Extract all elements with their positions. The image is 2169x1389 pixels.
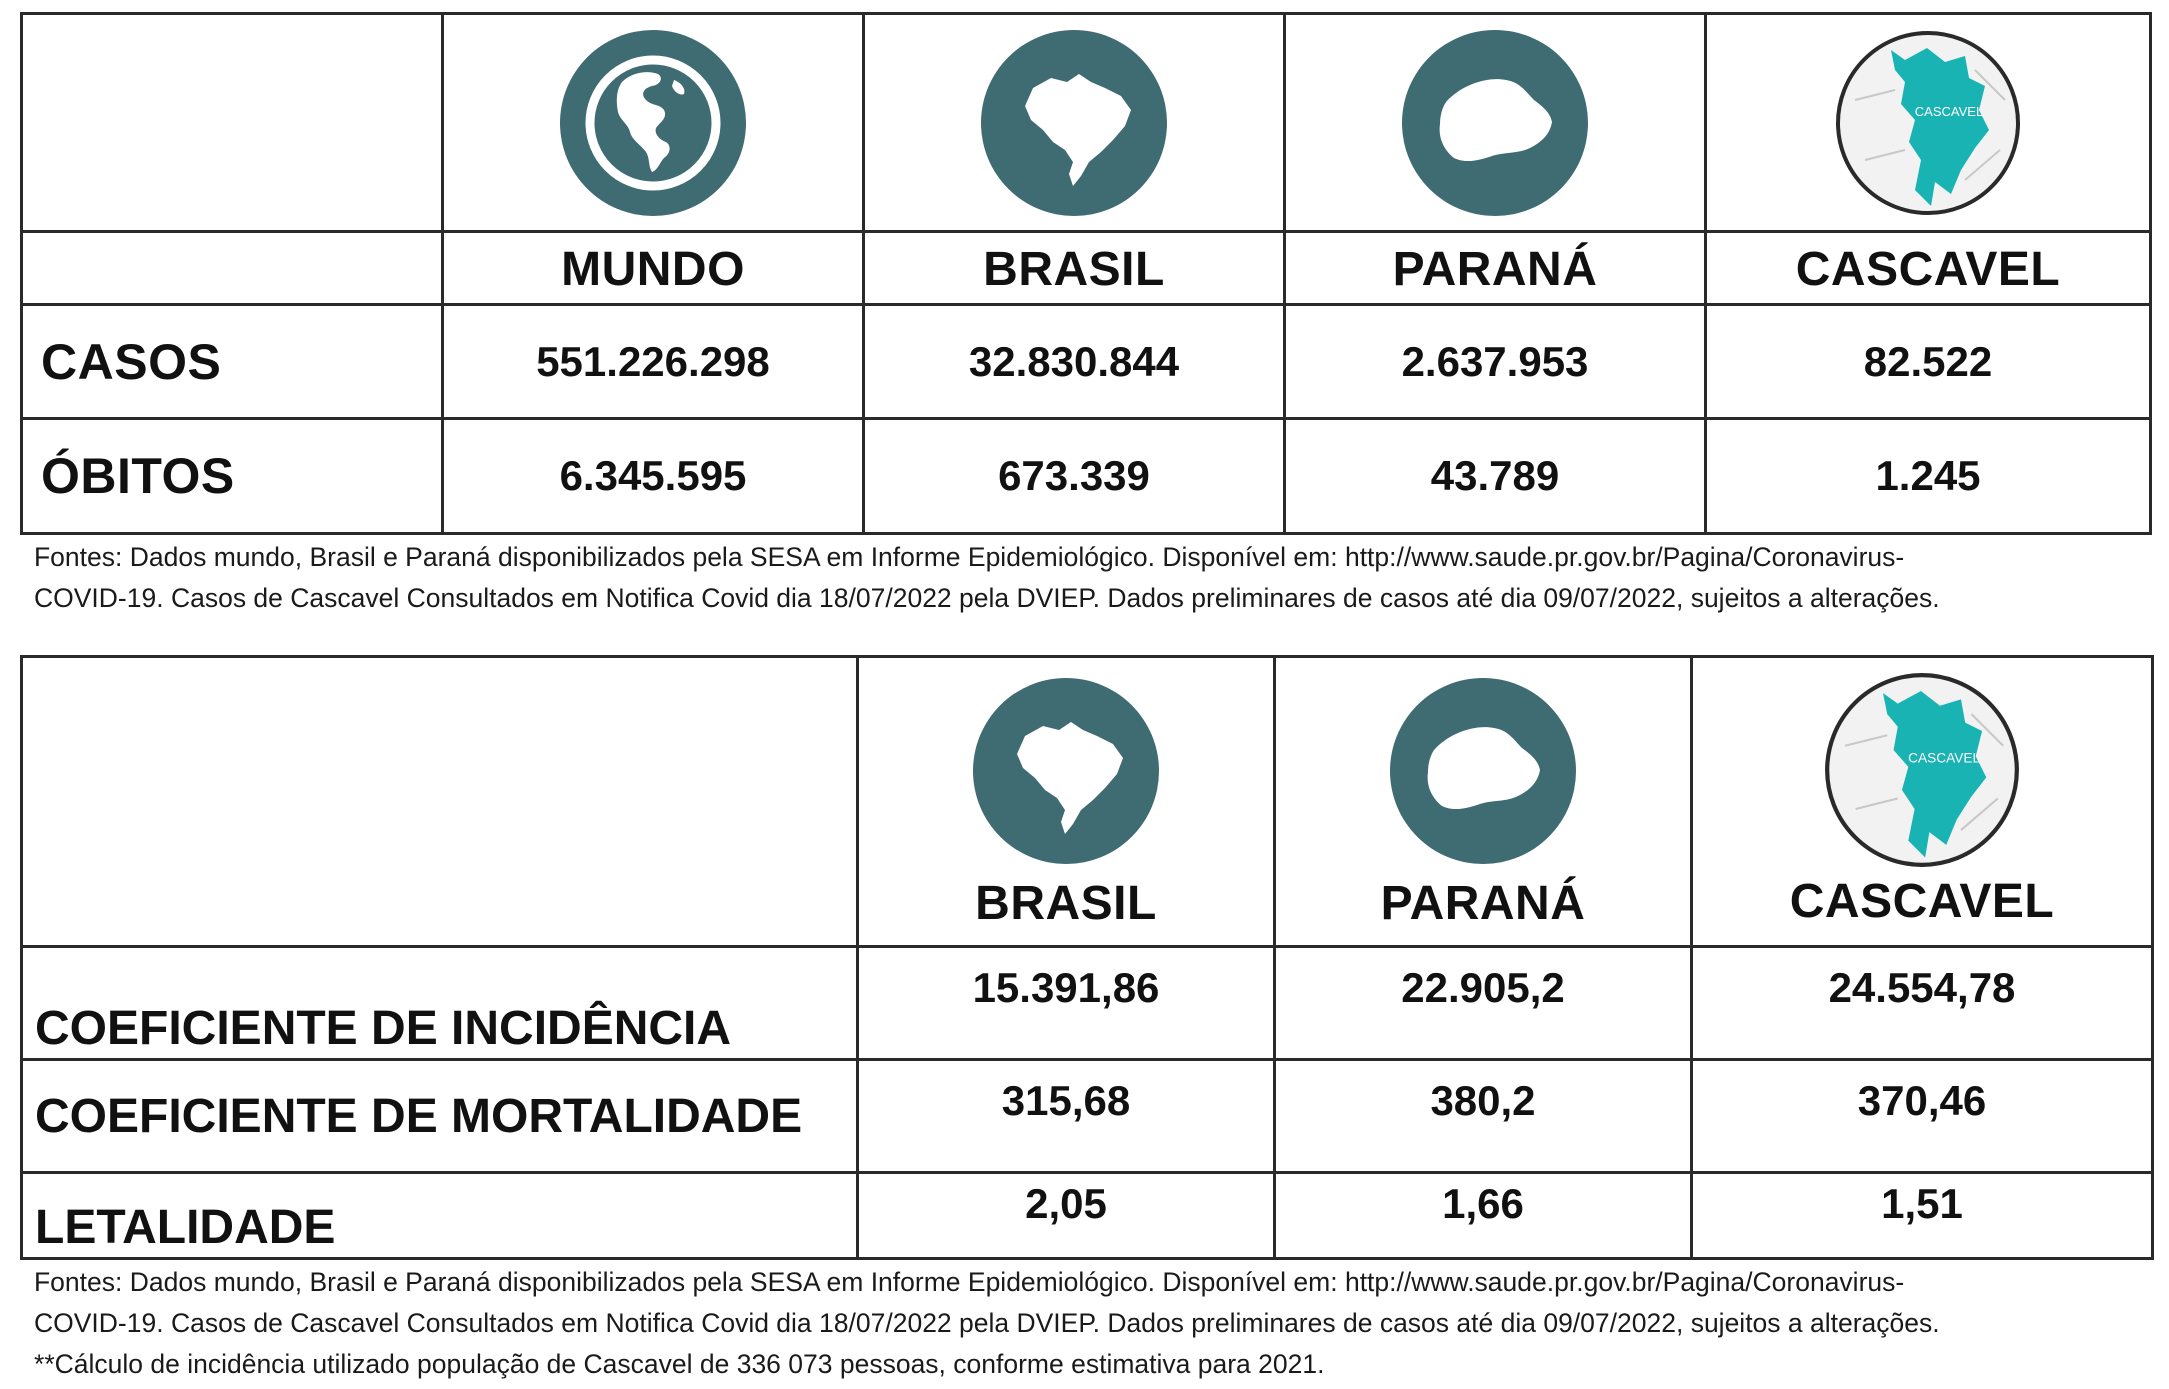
mortalidade-parana-value: 380,2 xyxy=(1273,1058,1693,1174)
header-cascavel: CASCAVEL xyxy=(1789,875,2055,928)
footnote-line: COVID-19. Casos de Cascavel Consultados … xyxy=(34,1308,1940,1338)
header-parana: PARANÁ xyxy=(1380,877,1586,930)
obitos-mundo-value: 6.345.595 xyxy=(441,417,865,535)
letalidade-label: LETALIDADE xyxy=(20,1171,859,1260)
parana-icon-cell xyxy=(1283,12,1707,233)
casos-row: CASOS 551.226.298 32.830.844 2.637.953 8… xyxy=(20,303,2152,420)
incidencia-cascavel-value: 24.554,78 xyxy=(1690,945,2154,1061)
cascavel-map-label: CASCAVEL xyxy=(1908,751,1980,766)
cascavel-head-cell: CASCAVEL CASCAVEL xyxy=(1690,655,2154,948)
footnote-line: **Cálculo de incidência utilizado popula… xyxy=(34,1349,1325,1379)
letalidade-cascavel-value: 1,51 xyxy=(1690,1171,2154,1260)
obitos-brasil-value: 673.339 xyxy=(862,417,1286,535)
parana-map-icon xyxy=(1390,678,1576,864)
icon-header-row: BRASIL PARANÁ CASCAVEL CASCAVEL xyxy=(20,655,2154,948)
letalidade-row: LETALIDADE 2,05 1,66 1,51 xyxy=(20,1171,2154,1260)
header-cascavel: CASCAVEL xyxy=(1704,230,2152,306)
casos-label: CASOS xyxy=(20,303,444,420)
cascavel-map-icon: CASCAVEL xyxy=(1836,30,2020,215)
incidencia-brasil-value: 15.391,86 xyxy=(856,945,1276,1061)
mundo-icon-cell xyxy=(441,12,865,233)
footnote-line: Fontes: Dados mundo, Brasil e Paraná dis… xyxy=(34,1267,1905,1297)
footnote-line: COVID-19. Casos de Cascavel Consultados … xyxy=(34,583,1940,613)
incidencia-parana-value: 22.905,2 xyxy=(1273,945,1693,1061)
parana-head-cell: PARANÁ xyxy=(1273,655,1693,948)
obitos-row: ÓBITOS 6.345.595 673.339 43.789 1.245 xyxy=(20,417,2152,535)
cascavel-map-icon: CASCAVEL xyxy=(1825,673,2019,867)
header-row: MUNDO BRASIL PARANÁ CASCAVEL xyxy=(20,230,2152,306)
header-mundo: MUNDO xyxy=(441,230,865,306)
mortalidade-row: COEFICIENTE DE MORTALIDADE 315,68 380,2 … xyxy=(20,1058,2154,1174)
mortalidade-label: COEFICIENTE DE MORTALIDADE xyxy=(20,1058,859,1174)
coefficients-table: BRASIL PARANÁ CASCAVEL CASCAVEL COEFICIE… xyxy=(20,655,2154,1260)
header-brasil: BRASIL xyxy=(862,230,1286,306)
parana-map-icon xyxy=(1402,29,1588,216)
obitos-parana-value: 43.789 xyxy=(1283,417,1707,535)
sources-footnote-1: Fontes: Dados mundo, Brasil e Paraná dis… xyxy=(34,537,1940,619)
letalidade-parana-value: 1,66 xyxy=(1273,1171,1693,1260)
obitos-label: ÓBITOS xyxy=(20,417,444,535)
header-brasil: BRASIL xyxy=(975,877,1157,930)
brazil-map-icon xyxy=(973,678,1159,864)
brazil-map-icon xyxy=(981,29,1167,216)
empty-header-cell xyxy=(20,230,444,306)
summary-table: CASCAVEL MUNDO BRASIL PARANÁ CASCAVEL CA… xyxy=(20,12,2152,535)
mortalidade-cascavel-value: 370,46 xyxy=(1690,1058,2154,1174)
brasil-icon-cell xyxy=(862,12,1286,233)
casos-mundo-value: 551.226.298 xyxy=(441,303,865,420)
obitos-cascavel-value: 1.245 xyxy=(1704,417,2152,535)
cascavel-icon-cell: CASCAVEL xyxy=(1704,12,2152,233)
incidencia-label: COEFICIENTE DE INCIDÊNCIA xyxy=(20,945,859,1061)
incidencia-row: COEFICIENTE DE INCIDÊNCIA 15.391,86 22.9… xyxy=(20,945,2154,1061)
icon-row: CASCAVEL xyxy=(20,12,2152,233)
casos-brasil-value: 32.830.844 xyxy=(862,303,1286,420)
casos-cascavel-value: 82.522 xyxy=(1704,303,2152,420)
mortalidade-brasil-value: 315,68 xyxy=(856,1058,1276,1174)
sources-footnote-2: Fontes: Dados mundo, Brasil e Paraná dis… xyxy=(34,1262,1940,1385)
brasil-head-cell: BRASIL xyxy=(856,655,1276,948)
header-parana: PARANÁ xyxy=(1283,230,1707,306)
casos-parana-value: 2.637.953 xyxy=(1283,303,1707,420)
empty-corner-cell xyxy=(20,12,444,233)
globe-icon xyxy=(560,29,746,216)
footnote-line: Fontes: Dados mundo, Brasil e Paraná dis… xyxy=(34,542,1905,572)
cascavel-map-label: CASCAVEL xyxy=(1915,104,1983,119)
letalidade-brasil-value: 2,05 xyxy=(856,1171,1276,1260)
empty-corner-cell xyxy=(20,655,859,948)
